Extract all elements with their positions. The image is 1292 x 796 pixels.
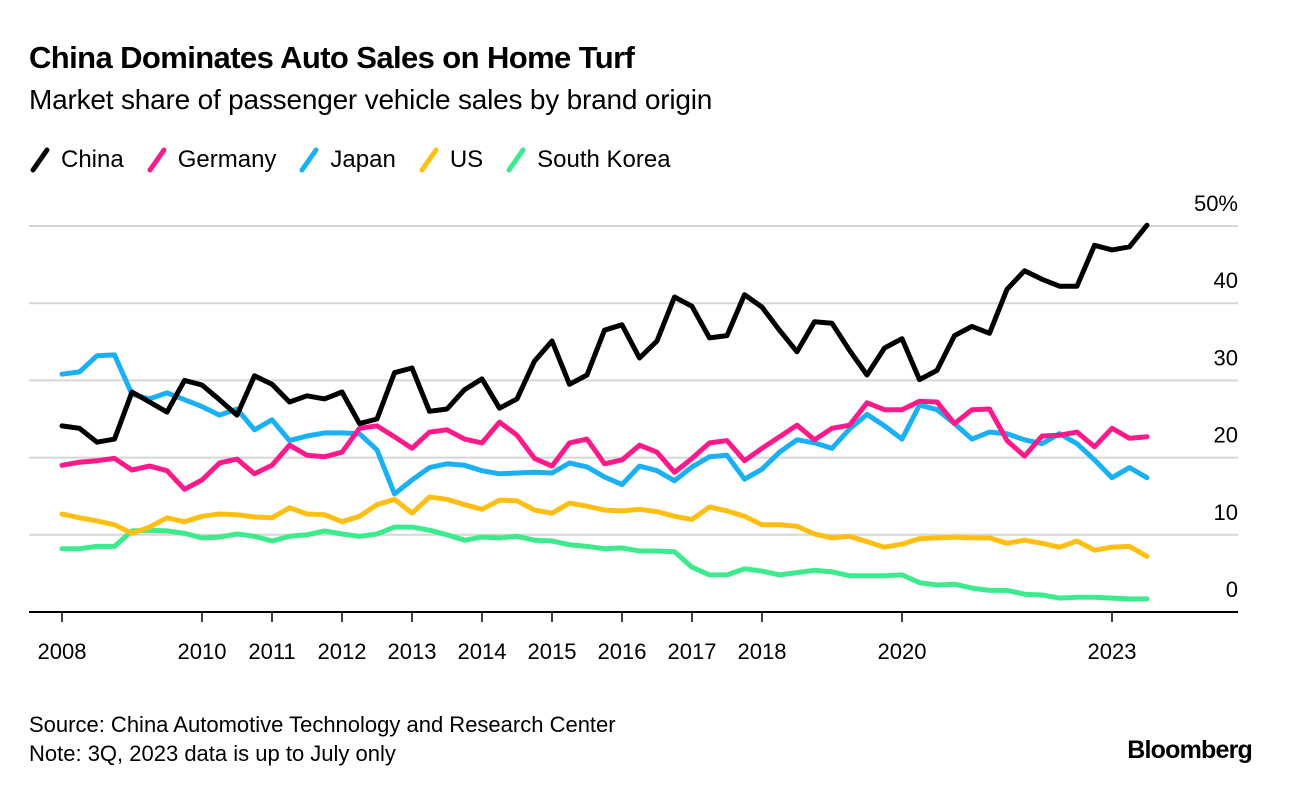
y-tick-label: 30 [1214, 345, 1238, 370]
legend-swatch-icon [419, 147, 439, 173]
chart-title: China Dominates Auto Sales on Home Turf [29, 40, 635, 75]
x-tick-label: 2010 [178, 639, 227, 664]
series-lines [59, 222, 1150, 602]
legend-item-japan: Japan [298, 146, 396, 174]
legend: China Germany Japan US South Korea [29, 146, 693, 174]
series-line-us [59, 494, 1150, 559]
x-tick-label: 2023 [1088, 639, 1137, 664]
legend-swatch-line [506, 147, 526, 173]
series-line-china [59, 222, 1150, 445]
x-tick-label: 2016 [598, 639, 647, 664]
legend-item-south-korea: South Korea [505, 146, 671, 174]
legend-swatch-line [147, 147, 167, 173]
legend-swatch-line [30, 147, 50, 173]
y-tick-label: 20 [1214, 423, 1238, 448]
x-tick-label: 2013 [388, 639, 437, 664]
legend-item-us: US [418, 146, 483, 174]
legend-label: Japan [330, 146, 396, 173]
y-tick-label: 10 [1214, 500, 1238, 525]
legend-swatch-icon [299, 147, 319, 173]
source-note: Source: China Automotive Technology and … [29, 712, 616, 737]
chart-subtitle: Market share of passenger vehicle sales … [29, 84, 713, 115]
series-line-japan [59, 352, 1150, 497]
y-tick-label: 0 [1226, 577, 1238, 602]
y-tick-label: 40 [1214, 268, 1238, 293]
series-line-south-korea [59, 524, 1150, 602]
x-axis: 2008 2010 2011 2012 2013 2014 2015 2016 2017 2018… [29, 611, 1238, 664]
y-axis-labels: 50% 40 30 20 10 0 [1194, 191, 1238, 602]
x-tick-label: 2018 [738, 639, 787, 664]
x-tick-label: 2008 [38, 639, 87, 664]
legend-swatch-line [299, 147, 319, 173]
x-tick-label: 2020 [878, 639, 927, 664]
legend-label: Germany [177, 146, 277, 173]
x-tick-label: 2012 [318, 639, 367, 664]
bloomberg-logo: Bloomberg [1127, 736, 1253, 764]
footnote: Note: 3Q, 2023 data is up to July only [29, 741, 396, 766]
x-tick-label: 2011 [248, 639, 295, 664]
legend-swatch-icon [30, 147, 50, 173]
legend-item-china: China [29, 146, 124, 174]
x-tick-label: 2015 [528, 639, 577, 664]
series-line-germany [59, 398, 1150, 492]
legend-label: China [61, 146, 124, 173]
x-tick-label: 2017 [668, 639, 717, 664]
legend-swatch-icon [147, 147, 167, 173]
y-tick-label: 50% [1194, 191, 1238, 216]
legend-swatch-line [419, 147, 439, 173]
x-tick-label: 2014 [458, 639, 507, 664]
legend-label: South Korea [537, 146, 671, 173]
legend-item-germany: Germany [146, 146, 277, 174]
legend-swatch-icon [506, 147, 526, 173]
gridlines [29, 225, 1238, 536]
legend-label: US [449, 146, 484, 173]
